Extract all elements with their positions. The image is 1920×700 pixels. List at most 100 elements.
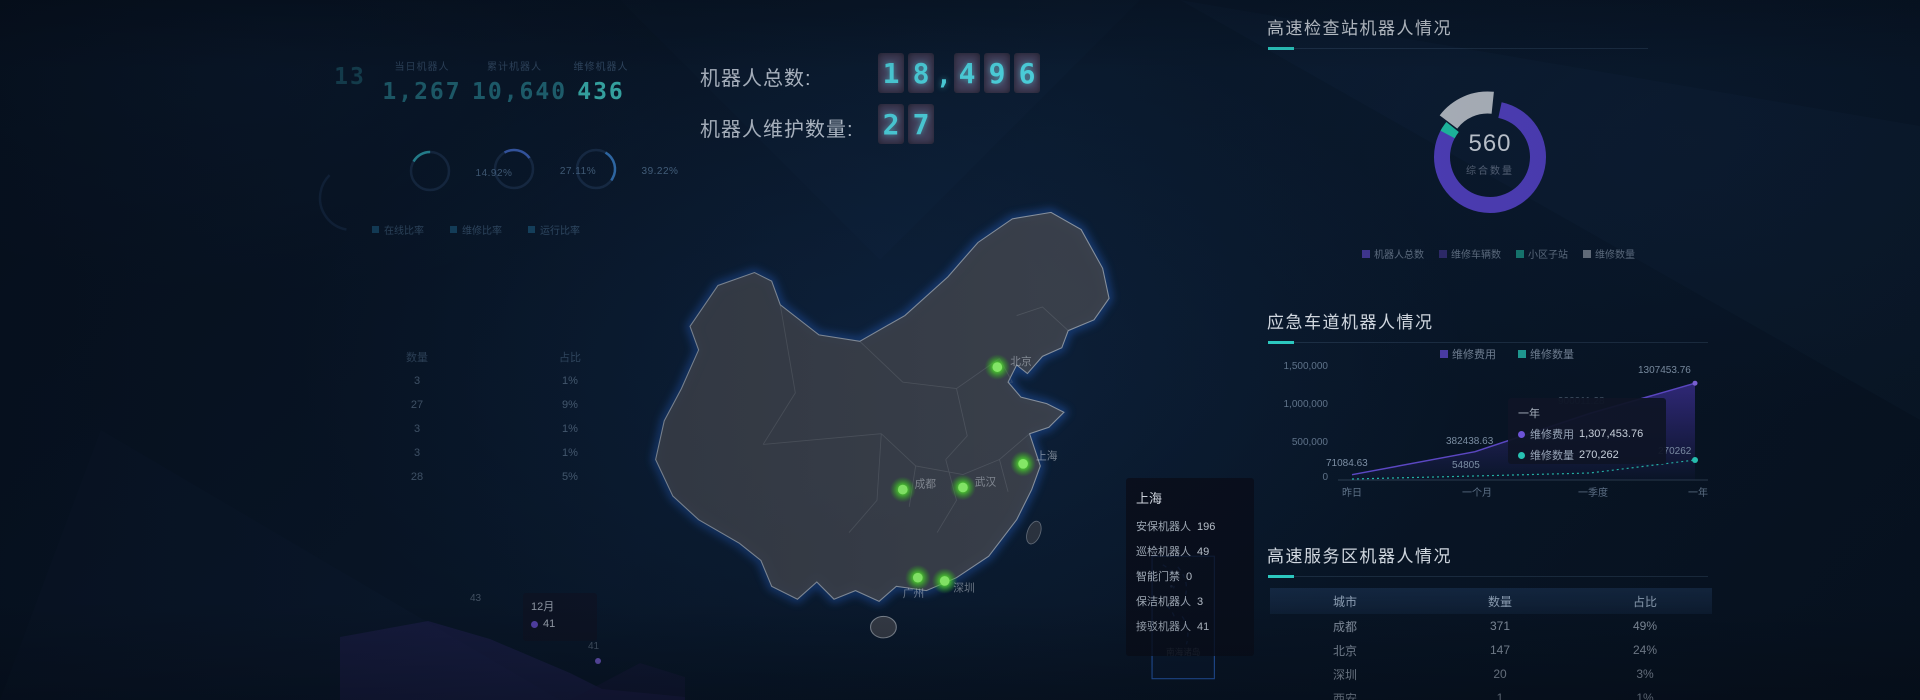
donut-center-value: 560 — [1468, 130, 1512, 157]
tooltip-title: 一年 — [1518, 408, 1540, 420]
table-row: 深圳 20 3% — [1270, 662, 1712, 686]
stat-maintenance-robots: 维修机器人 436 — [566, 58, 636, 105]
data-label: 54805 — [1452, 460, 1480, 471]
gauge-maintenance-ratio: 27.11% — [482, 144, 596, 214]
service-area-table: 城市 数量 占比 成都 371 49% 北京 147 24% 深圳 20 3% … — [1270, 588, 1712, 700]
donut-exploded-slice[interactable] — [1439, 91, 1494, 129]
data-label: 382438.63 — [1446, 436, 1494, 447]
marker-shenzhen[interactable]: 深圳 — [931, 568, 975, 595]
table-row: 3 1% — [372, 441, 640, 465]
stat-value: 1,267 — [382, 79, 462, 105]
digital-display-maintenance: 2 7 — [878, 104, 934, 144]
y-axis-tick: 500,000 — [1291, 437, 1328, 448]
robot-count: 41 — [1197, 621, 1210, 633]
city-label: 武汉 — [975, 475, 997, 488]
cell-ratio: 49% — [1632, 619, 1658, 633]
legend-item[interactable]: 维修数量 — [1583, 246, 1635, 261]
legend-item[interactable]: 维修费用 — [1440, 346, 1496, 362]
cell-ratio: 1% — [562, 423, 578, 435]
gauge-percentage: 27.11% — [559, 166, 597, 177]
y-axis-tick: 1,000,000 — [1283, 399, 1329, 410]
map-outline-group — [652, 209, 1113, 639]
column-header-ratio: 占比 — [1632, 594, 1657, 609]
legend-item[interactable]: 机器人总数 — [1362, 246, 1424, 261]
robot-type-label: 巡检机器人 — [1136, 546, 1191, 558]
hainan-island — [869, 615, 897, 639]
emergency-chart-tooltip: 一年 维修费用 1,307,453.76 维修数量 270,262 — [1508, 398, 1666, 464]
x-axis-tick: 一季度 — [1578, 488, 1608, 499]
taiwan-island — [1026, 520, 1042, 545]
robot-count: 49 — [1197, 546, 1210, 558]
legend-item[interactable]: 维修车辆数 — [1439, 246, 1501, 261]
table-header-row: 数量 占比 — [372, 345, 640, 369]
table-row: 3 1% — [372, 417, 640, 441]
cell-city: 西安 — [1332, 691, 1357, 700]
legend-item[interactable]: 运行比率 — [528, 222, 580, 237]
legend-swatch-icon — [1439, 249, 1447, 258]
x-axis-tick: 昨日 — [1342, 488, 1362, 499]
marker-wuhan[interactable]: 武汉 — [950, 474, 997, 501]
data-label: 270262 — [1658, 446, 1692, 457]
city-label: 北京 — [1010, 355, 1032, 368]
digit-box: 1 — [878, 53, 904, 93]
legend-label: 在线比率 — [384, 226, 424, 237]
panel-title-service: 高速服务区机器人情况 — [1267, 547, 1452, 566]
tooltip-series-label: 维修数量 — [1530, 450, 1574, 462]
city-markers: 北京 上海 成都 武汉 广州 — [889, 354, 1058, 600]
city-label: 上海 — [1036, 450, 1058, 463]
panel-title-checkpoint: 高速检查站机器人情况 — [1267, 19, 1452, 38]
table-row: 北京 147 24% — [1270, 638, 1712, 662]
cell-count: 1 — [1496, 691, 1504, 700]
stat-label: 当日机器人 — [394, 62, 450, 73]
legend-item[interactable]: 维修比率 — [450, 222, 502, 237]
checkpoint-legend-row: 机器人总数 维修车辆数 小区子站 维修数量 — [1362, 246, 1635, 261]
legend-label: 维修数量 — [1595, 250, 1635, 261]
tooltip-series-label: 维修费用 — [1530, 429, 1574, 441]
y-axis-tick: 0 — [1322, 472, 1328, 483]
stat-label: 累计机器人 — [487, 62, 542, 73]
legend-swatch-icon — [528, 226, 535, 233]
digit-box: 7 — [908, 104, 934, 144]
marker-chengdu[interactable]: 成都 — [889, 476, 936, 503]
left-mini-area-chart: 43 41 12月 41 — [340, 585, 685, 700]
map-tooltip-shanghai: 上海 安保机器人 196 巡检机器人 49 智能门禁 0 保洁机器人 3 接驳机器人 41 — [1126, 478, 1254, 656]
province-borders — [762, 304, 1069, 533]
tooltip-title: 12月 — [531, 601, 555, 613]
digit-box: 4 — [954, 53, 980, 93]
y-axis-tick: 1,500,000 — [1283, 361, 1329, 372]
legend-label: 小区子站 — [1528, 250, 1568, 261]
tooltip-city-title: 上海 — [1136, 491, 1163, 506]
legend-swatch-icon — [1440, 350, 1448, 358]
legend-swatch-icon — [1518, 350, 1526, 358]
donut-svg — [1434, 91, 1546, 213]
emergency-area-chart: 1,500,000 1,000,000 500,000 0 71084.63 3… — [1270, 358, 1720, 500]
data-label: 41 — [588, 641, 600, 652]
legend-swatch-icon — [372, 226, 379, 233]
legend-swatch-icon — [1362, 249, 1370, 258]
cell-count: 3 — [413, 423, 421, 435]
table-row: 3 1% — [372, 369, 640, 393]
series-dot-icon — [1518, 430, 1525, 438]
gauge-arc — [575, 148, 617, 190]
marker-guangzhou[interactable]: 广州 — [903, 564, 931, 600]
left-stats-row: 13 当日机器人 1,267 累计机器人 10,640 维修机器人 436 — [330, 58, 650, 128]
stat-total-robots: 累计机器人 10,640 — [472, 58, 565, 105]
gauge-legend-row: 在线比率 维修比率 运行比率 — [372, 222, 580, 237]
legend-swatch-icon — [1516, 249, 1524, 258]
marker-shanghai[interactable]: 上海 — [1010, 450, 1058, 477]
marker-beijing[interactable]: 北京 — [984, 354, 1032, 380]
tooltip-row: 巡检机器人 49 — [1136, 540, 1244, 565]
table-row: 西安 1 1% — [1270, 686, 1712, 700]
gauge-percentage: 39.22% — [641, 166, 679, 177]
legend-item[interactable]: 小区子站 — [1516, 246, 1568, 261]
title-underline — [1268, 575, 1708, 578]
digit-comma: , — [936, 61, 952, 91]
cell-count: 147 — [1489, 643, 1511, 657]
cell-count: 20 — [1493, 667, 1507, 681]
legend-item[interactable]: 维修数量 — [1518, 346, 1574, 362]
legend-item[interactable]: 在线比率 — [372, 222, 424, 237]
series-dot-icon — [1518, 451, 1525, 459]
cell-count: 27 — [410, 399, 424, 411]
stat-label: 维修机器人 — [573, 62, 629, 73]
